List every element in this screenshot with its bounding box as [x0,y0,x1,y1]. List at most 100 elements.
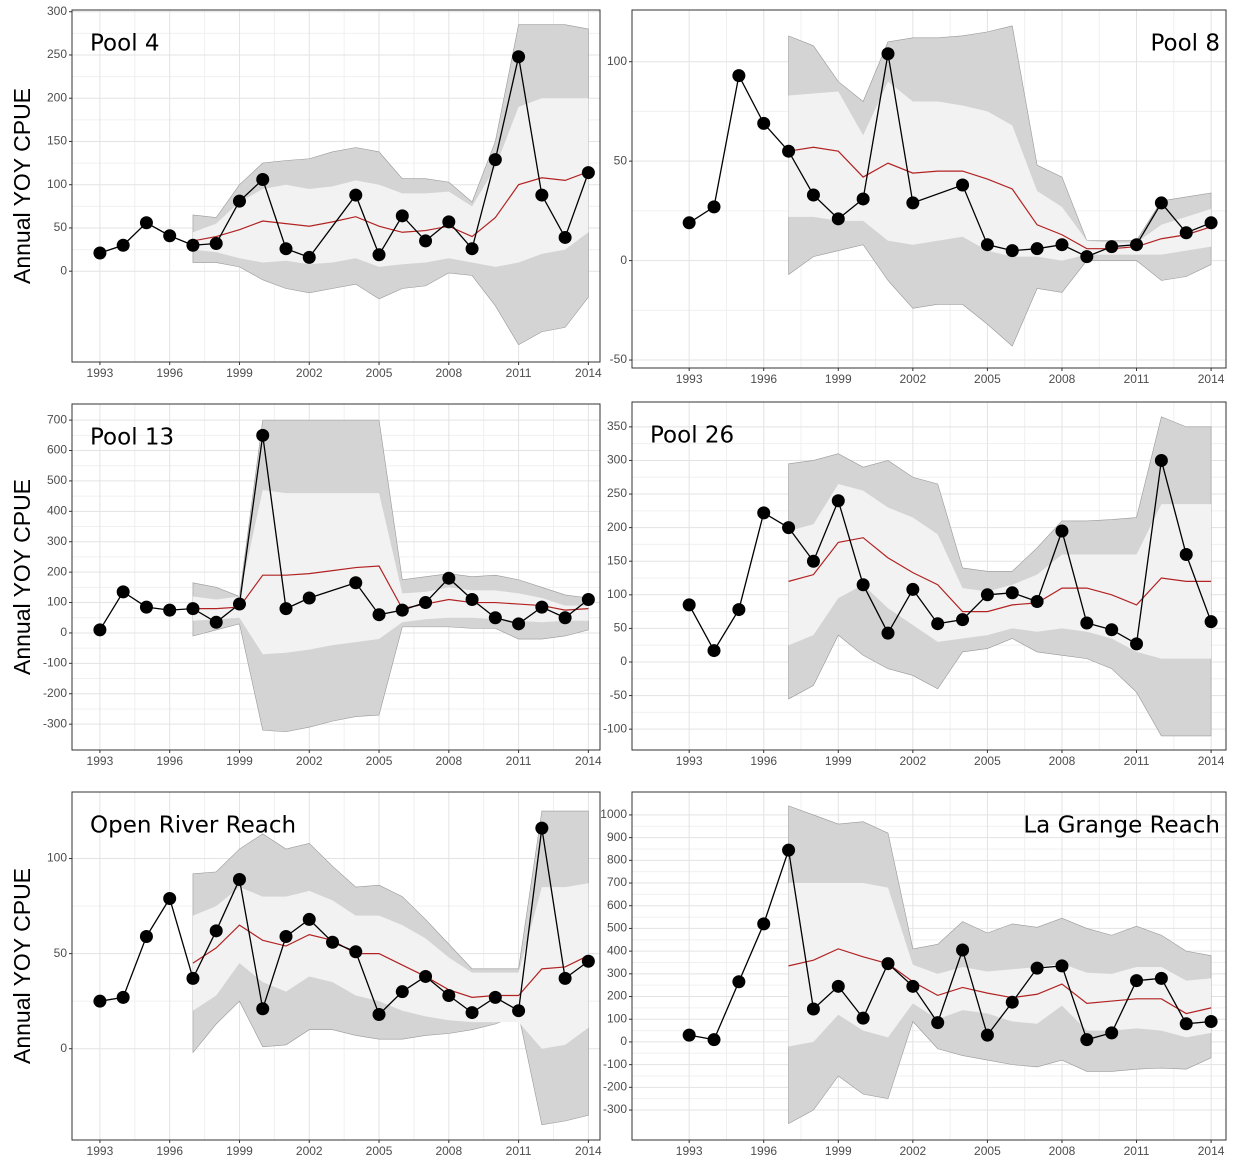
x-tick-label: 2002 [296,754,323,768]
x-tick-label: 2014 [575,1144,602,1158]
data-point [209,924,223,938]
data-point [1055,524,1069,538]
data-point [349,188,363,202]
x-tick-label: 2002 [899,372,926,386]
x-tick-label: 2005 [974,372,1001,386]
panel-title: Pool 8 [1150,31,1220,57]
x-tick-label: 2005 [974,754,1001,768]
data-point [906,196,920,210]
data-point [856,192,870,206]
data-point [558,611,572,625]
x-tick-label: 1996 [156,1144,183,1158]
mean-line [788,948,1212,1015]
data-point [906,979,920,993]
y-tick-label: 100 [607,587,627,601]
x-tick-label: 1999 [825,1144,852,1158]
data-point [1080,1033,1094,1047]
data-point [1030,595,1044,609]
observed-line [99,828,589,1016]
data-point [1030,242,1044,256]
x-tick-label: 2014 [1198,372,1225,386]
y-tick-label: -300 [603,1102,627,1116]
x-tick-label: 2008 [435,1144,462,1158]
data-point [1154,971,1168,985]
x-tick-label: 1996 [156,366,183,380]
x-tick-label: 1996 [156,754,183,768]
plot-content [682,805,1218,1125]
data-point [302,250,316,264]
data-point [1179,548,1193,562]
data-point [931,1016,945,1030]
data-point [906,582,920,596]
data-point [488,153,502,167]
x-tick-label: 1999 [226,754,253,768]
data-point [395,209,409,223]
data-point [1030,961,1044,975]
data-point [581,166,595,180]
y-tick-label: 600 [607,898,627,912]
data-point [186,602,200,616]
y-tick-label: 500 [47,473,67,487]
y-tick-label: 100 [607,1011,627,1025]
data-point [512,617,526,631]
x-tick-label: 2014 [575,754,602,768]
panel: 0 50 100 1993 1996 1999 2002 2005 2008 2011 2014 Op… [9,791,602,1158]
data-point [419,969,433,983]
data-point [442,571,456,585]
y-tick-label: 0 [620,253,627,267]
x-tick-label: 2014 [1198,1144,1225,1158]
y-tick-label: 0 [620,1034,627,1048]
y-tick-label: 700 [607,875,627,889]
plot-content [93,810,595,1126]
y-tick-label: 150 [607,553,627,567]
x-tick-label: 2002 [296,366,323,380]
data-point [931,617,945,631]
interval-band [788,805,1212,1125]
data-point [116,585,130,599]
panel: 0 50 100 150 200 250 300 1993 1996 1999 2002 2005 20… [9,4,602,380]
data-point [1005,586,1019,600]
y-tick-label: 900 [607,830,627,844]
x-tick-label: 1996 [750,372,777,386]
x-tick-label: 2002 [899,1144,926,1158]
y-tick-label: 700 [47,412,67,426]
y-tick-label: -200 [603,1080,627,1094]
data-point [302,912,316,926]
x-tick-label: 2011 [1124,372,1150,386]
data-point [512,50,526,64]
data-point [116,238,130,252]
data-point [831,212,845,226]
data-point [707,1033,721,1047]
data-point [806,188,820,202]
y-tick-label: 500 [607,921,627,935]
y-tick-label: -100 [603,1057,627,1071]
y-tick-label: 0 [620,654,627,668]
data-point [93,623,107,637]
data-point [707,644,721,658]
data-point [682,598,696,612]
data-point [372,608,386,622]
data-point [465,242,479,256]
x-tick-label: 1999 [226,366,253,380]
panel: -300 -200 -100 0 100 200 300 400 500 600 700 800 900… [600,791,1227,1158]
y-axis-label: Annual YOY CPUE [9,88,35,284]
y-tick-label: 100 [47,177,67,191]
y-tick-label: 200 [607,989,627,1003]
data-point [139,216,153,230]
data-point [581,954,595,968]
data-point [782,521,796,535]
data-point [1130,637,1144,651]
data-point [1179,226,1193,240]
data-point [372,248,386,262]
data-point [256,1002,270,1016]
data-point [558,971,572,985]
y-tick-label: 300 [47,534,67,548]
y-tick-label: 100 [47,595,67,609]
data-point [209,615,223,629]
data-point [465,1006,479,1020]
data-point [232,872,246,886]
data-point [782,843,796,857]
data-point [881,47,895,61]
y-tick-label: 0 [60,1041,67,1055]
data-point [1204,615,1218,629]
